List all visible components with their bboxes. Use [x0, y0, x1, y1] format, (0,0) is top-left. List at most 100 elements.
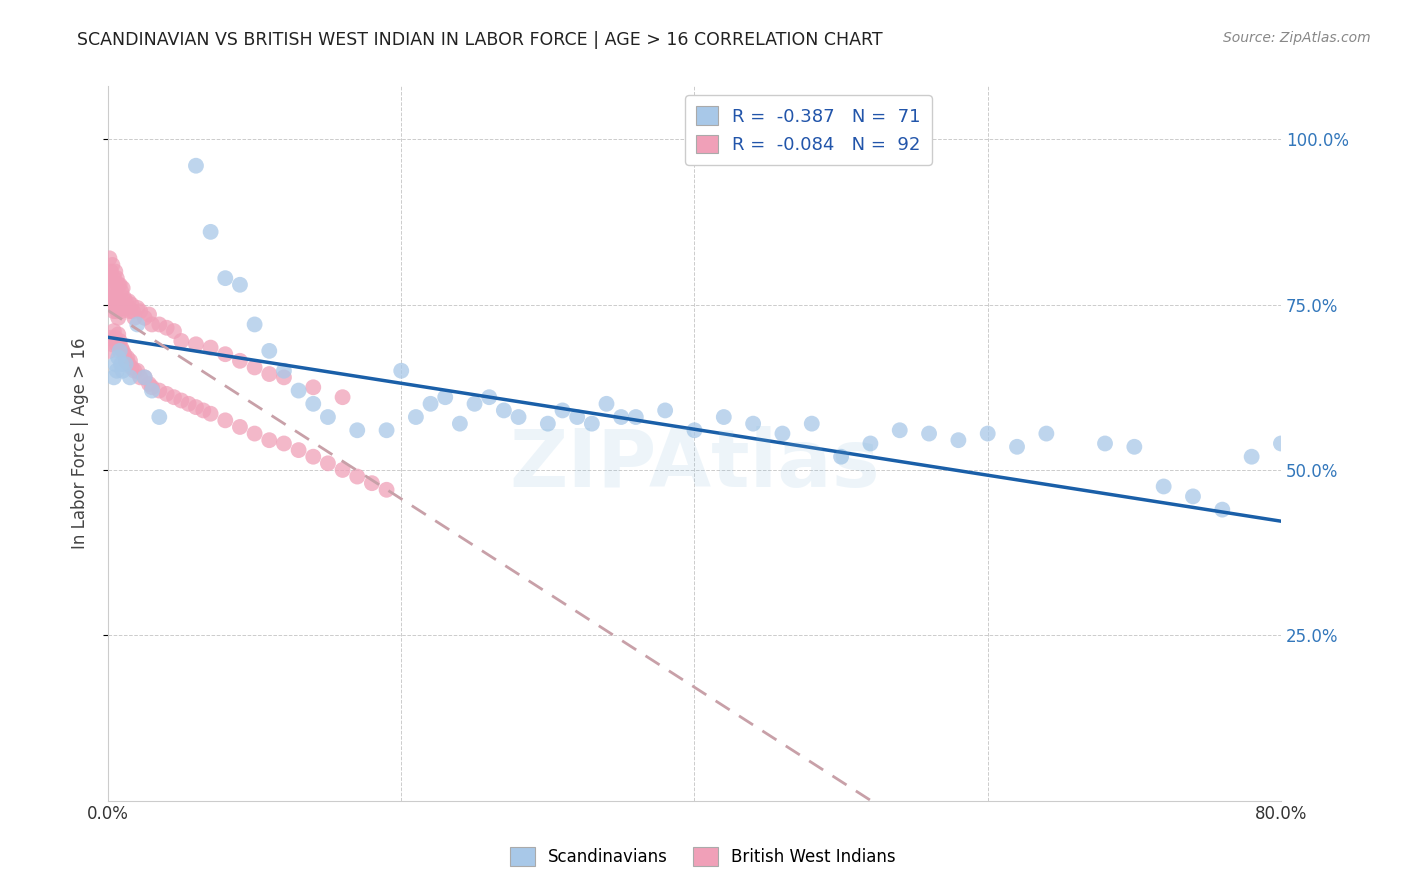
Point	[683, 423, 706, 437]
Point	[464, 397, 486, 411]
Point	[229, 420, 252, 434]
Point	[103, 370, 125, 384]
Point	[200, 341, 222, 355]
Point	[107, 310, 129, 325]
Point	[124, 310, 146, 325]
Point	[302, 397, 325, 411]
Point	[141, 318, 163, 332]
Point	[98, 291, 121, 305]
Point	[654, 403, 676, 417]
Point	[148, 410, 170, 425]
Point	[120, 360, 142, 375]
Point	[100, 264, 122, 278]
Point	[118, 354, 141, 368]
Point	[108, 343, 131, 358]
Point	[103, 324, 125, 338]
Point	[129, 370, 152, 384]
Point	[104, 331, 127, 345]
Point	[103, 304, 125, 318]
Point	[595, 397, 617, 411]
Point	[1270, 436, 1292, 450]
Text: Source: ZipAtlas.com: Source: ZipAtlas.com	[1223, 31, 1371, 45]
Point	[375, 423, 398, 437]
Point	[273, 436, 295, 450]
Point	[127, 318, 149, 332]
Point	[117, 357, 139, 371]
Point	[551, 403, 574, 417]
Point	[948, 433, 970, 447]
Point	[101, 258, 124, 272]
Point	[200, 225, 222, 239]
Point	[111, 343, 134, 358]
Point	[214, 413, 236, 427]
Point	[449, 417, 471, 431]
Point	[243, 360, 266, 375]
Point	[112, 291, 135, 305]
Point	[108, 334, 131, 348]
Point	[107, 351, 129, 365]
Point	[122, 304, 145, 318]
Point	[163, 324, 186, 338]
Point	[118, 304, 141, 318]
Point	[287, 384, 309, 398]
Point	[713, 410, 735, 425]
Point	[124, 364, 146, 378]
Point	[581, 417, 603, 431]
Point	[537, 417, 560, 431]
Point	[104, 297, 127, 311]
Point	[115, 301, 138, 315]
Point	[110, 304, 132, 318]
Point	[1240, 450, 1263, 464]
Point	[138, 308, 160, 322]
Point	[1153, 479, 1175, 493]
Point	[918, 426, 941, 441]
Point	[243, 318, 266, 332]
Point	[141, 384, 163, 398]
Point	[105, 364, 128, 378]
Point	[107, 327, 129, 342]
Legend: R =  -0.387   N =  71, R =  -0.084   N =  92: R = -0.387 N = 71, R = -0.084 N = 92	[686, 95, 932, 165]
Point	[100, 297, 122, 311]
Point	[434, 390, 457, 404]
Point	[193, 403, 215, 417]
Point	[389, 364, 412, 378]
Point	[800, 417, 823, 431]
Point	[243, 426, 266, 441]
Point	[624, 410, 647, 425]
Point	[103, 291, 125, 305]
Point	[610, 410, 633, 425]
Point	[1035, 426, 1057, 441]
Y-axis label: In Labor Force | Age > 16: In Labor Force | Age > 16	[72, 338, 89, 549]
Point	[101, 277, 124, 292]
Point	[111, 364, 134, 378]
Point	[184, 337, 207, 351]
Point	[127, 364, 149, 378]
Point	[332, 463, 354, 477]
Point	[100, 331, 122, 345]
Point	[1402, 608, 1406, 623]
Point	[148, 384, 170, 398]
Point	[98, 252, 121, 266]
Point	[114, 294, 136, 309]
Point	[111, 281, 134, 295]
Point	[101, 337, 124, 351]
Point	[148, 318, 170, 332]
Point	[1005, 440, 1028, 454]
Point	[492, 403, 515, 417]
Point	[120, 297, 142, 311]
Point	[214, 347, 236, 361]
Point	[1094, 436, 1116, 450]
Point	[111, 301, 134, 315]
Text: SCANDINAVIAN VS BRITISH WEST INDIAN IN LABOR FORCE | AGE > 16 CORRELATION CHART: SCANDINAVIAN VS BRITISH WEST INDIAN IN L…	[77, 31, 883, 49]
Point	[772, 426, 794, 441]
Point	[1123, 440, 1146, 454]
Point	[156, 387, 179, 401]
Point	[117, 294, 139, 309]
Point	[1211, 502, 1233, 516]
Point	[105, 337, 128, 351]
Point	[375, 483, 398, 497]
Point	[889, 423, 911, 437]
Point	[129, 304, 152, 318]
Point	[478, 390, 501, 404]
Point	[316, 410, 339, 425]
